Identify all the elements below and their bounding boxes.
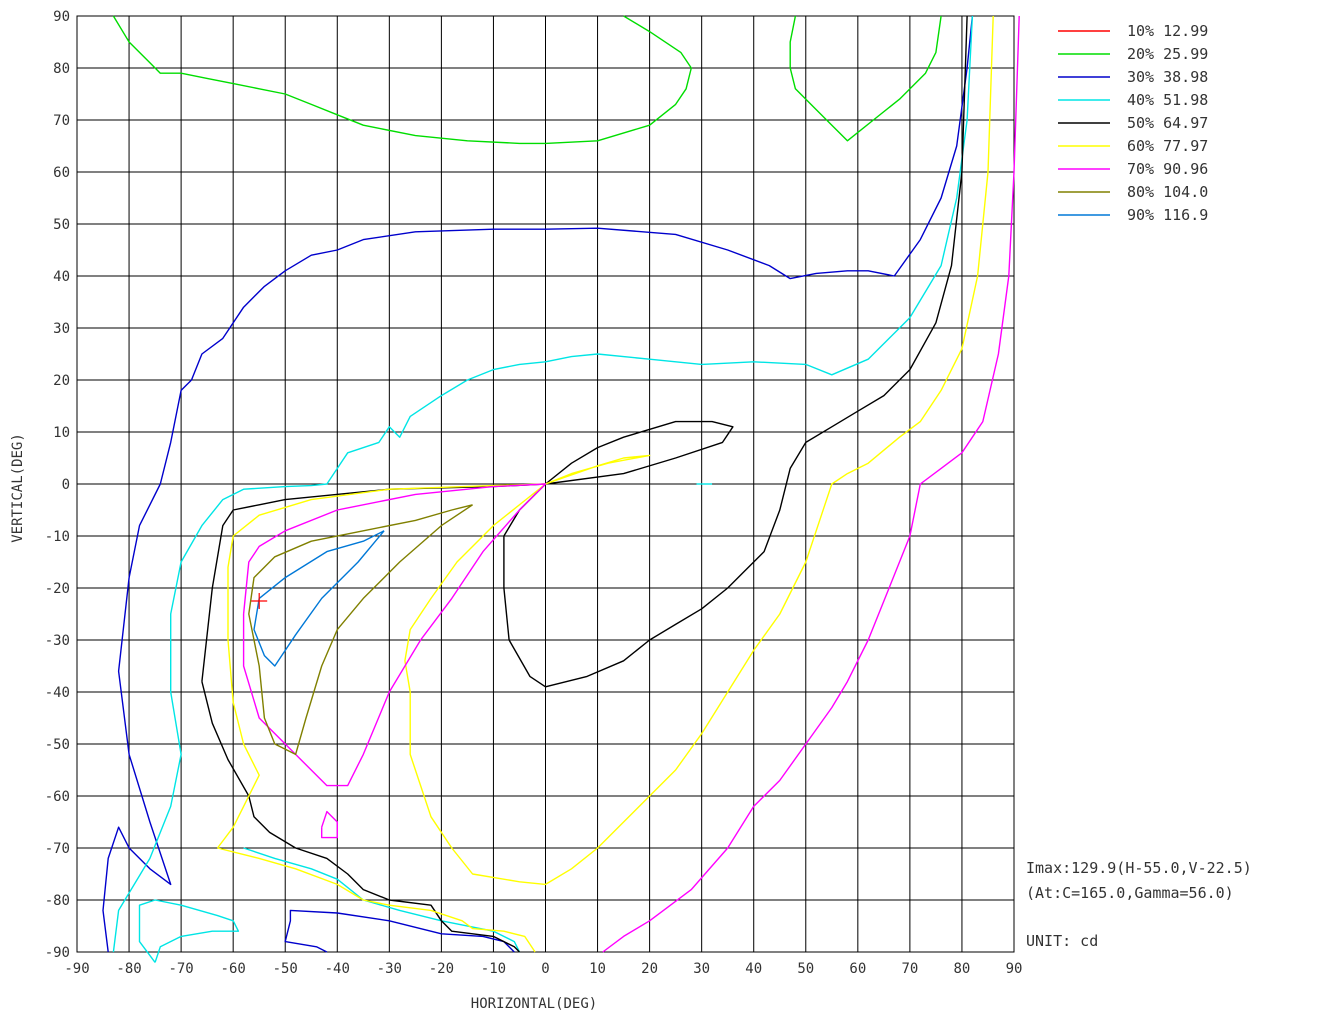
y-axis-title: VERTICAL(DEG) [10,433,26,543]
x-tick-label: -60 [221,961,246,977]
y-tick-label: -60 [45,789,70,805]
y-tick-label: 80 [53,61,70,77]
legend-label: 20% 25.99 [1127,45,1208,63]
contour-line [201,15,968,688]
x-tick-label: 30 [693,961,710,977]
contour-line [112,15,692,145]
legend-label: 10% 12.99 [1127,22,1208,40]
contour-line [112,15,974,953]
contour-line [242,483,547,787]
legend-label: 90% 116.9 [1127,206,1208,224]
contour-line [248,504,473,756]
x-tick-label: -70 [168,961,193,977]
imax-angles-readout: (At:C=165.0,Gamma=56.0) [1026,884,1234,902]
y-tick-label: -50 [45,737,70,753]
x-tick-label: 50 [797,961,814,977]
x-axis-title: HORIZONTAL(DEG) [471,996,597,1012]
x-tick-label: -40 [325,961,350,977]
legend-label: 60% 77.97 [1127,137,1208,155]
x-tick-label: -80 [116,961,141,977]
x-tick-label: 0 [541,961,549,977]
x-tick-label: 90 [1006,961,1023,977]
x-tick-label: -90 [64,961,89,977]
plot-frame [76,15,1015,953]
y-tick-label: -20 [45,581,70,597]
imax-readout: Imax:129.9(H-55.0,V-22.5) [1026,859,1252,877]
legend-label: 70% 90.96 [1127,160,1208,178]
legend-label: 40% 51.98 [1127,91,1208,109]
y-tick-label: 30 [53,321,70,337]
contour-line [243,847,521,953]
x-tick-label: -50 [273,961,298,977]
x-tick-label: -10 [481,961,506,977]
legend-label: 30% 38.98 [1127,68,1208,86]
y-tick-label: -30 [45,633,70,649]
y-tick-label: -90 [45,945,70,961]
max-intensity-marker [251,593,268,609]
contour-line [284,909,515,953]
y-tick-label: 60 [53,165,70,181]
y-tick-label: 50 [53,217,70,233]
contour-line [253,530,385,667]
unit-readout: UNIT: cd [1026,932,1098,950]
legend-label: 50% 64.97 [1127,114,1208,132]
y-tick-label: -40 [45,685,70,701]
y-tick-labels: 90 80 70 60 50 40 30 20 10 0 -10 -20 -30 -40 -50 -60 -70… [45,9,70,961]
y-tick-label: 20 [53,373,70,389]
x-tick-label: 20 [641,961,658,977]
y-tick-label: -70 [45,841,70,857]
contour-line [201,681,520,953]
y-tick-label: -10 [45,529,70,545]
contour-line [216,454,651,849]
y-tick-label: 70 [53,113,70,129]
y-tick-label: -80 [45,893,70,909]
contour-line [789,15,942,142]
x-tick-label: 40 [745,961,762,977]
y-tick-label: 10 [53,425,70,441]
contour-line [404,15,994,886]
x-tick-label: 80 [954,961,971,977]
contour-line [602,15,1020,953]
contour-line [321,810,338,839]
contour-lines [102,15,1020,963]
y-tick-label: 40 [53,269,70,285]
legend: 10% 12.99 20% 25.99 30% 38.98 40% 51.98 50% … [1058,22,1208,224]
legend-label: 80% 104.0 [1127,183,1208,201]
x-tick-label: 10 [589,961,606,977]
x-tick-label: 70 [901,961,918,977]
x-tick-label: -20 [429,961,454,977]
contour-line [217,847,536,953]
x-tick-label: -30 [377,961,402,977]
x-tick-label: 60 [849,961,866,977]
y-tick-label: 90 [53,9,70,25]
y-tick-label: 0 [62,477,70,493]
x-tick-labels: -90 -80 -70 -60 -50 -40 -30 -20 -10 0 10 20 30 40 50 60… [64,961,1022,977]
contour-line [138,899,240,963]
